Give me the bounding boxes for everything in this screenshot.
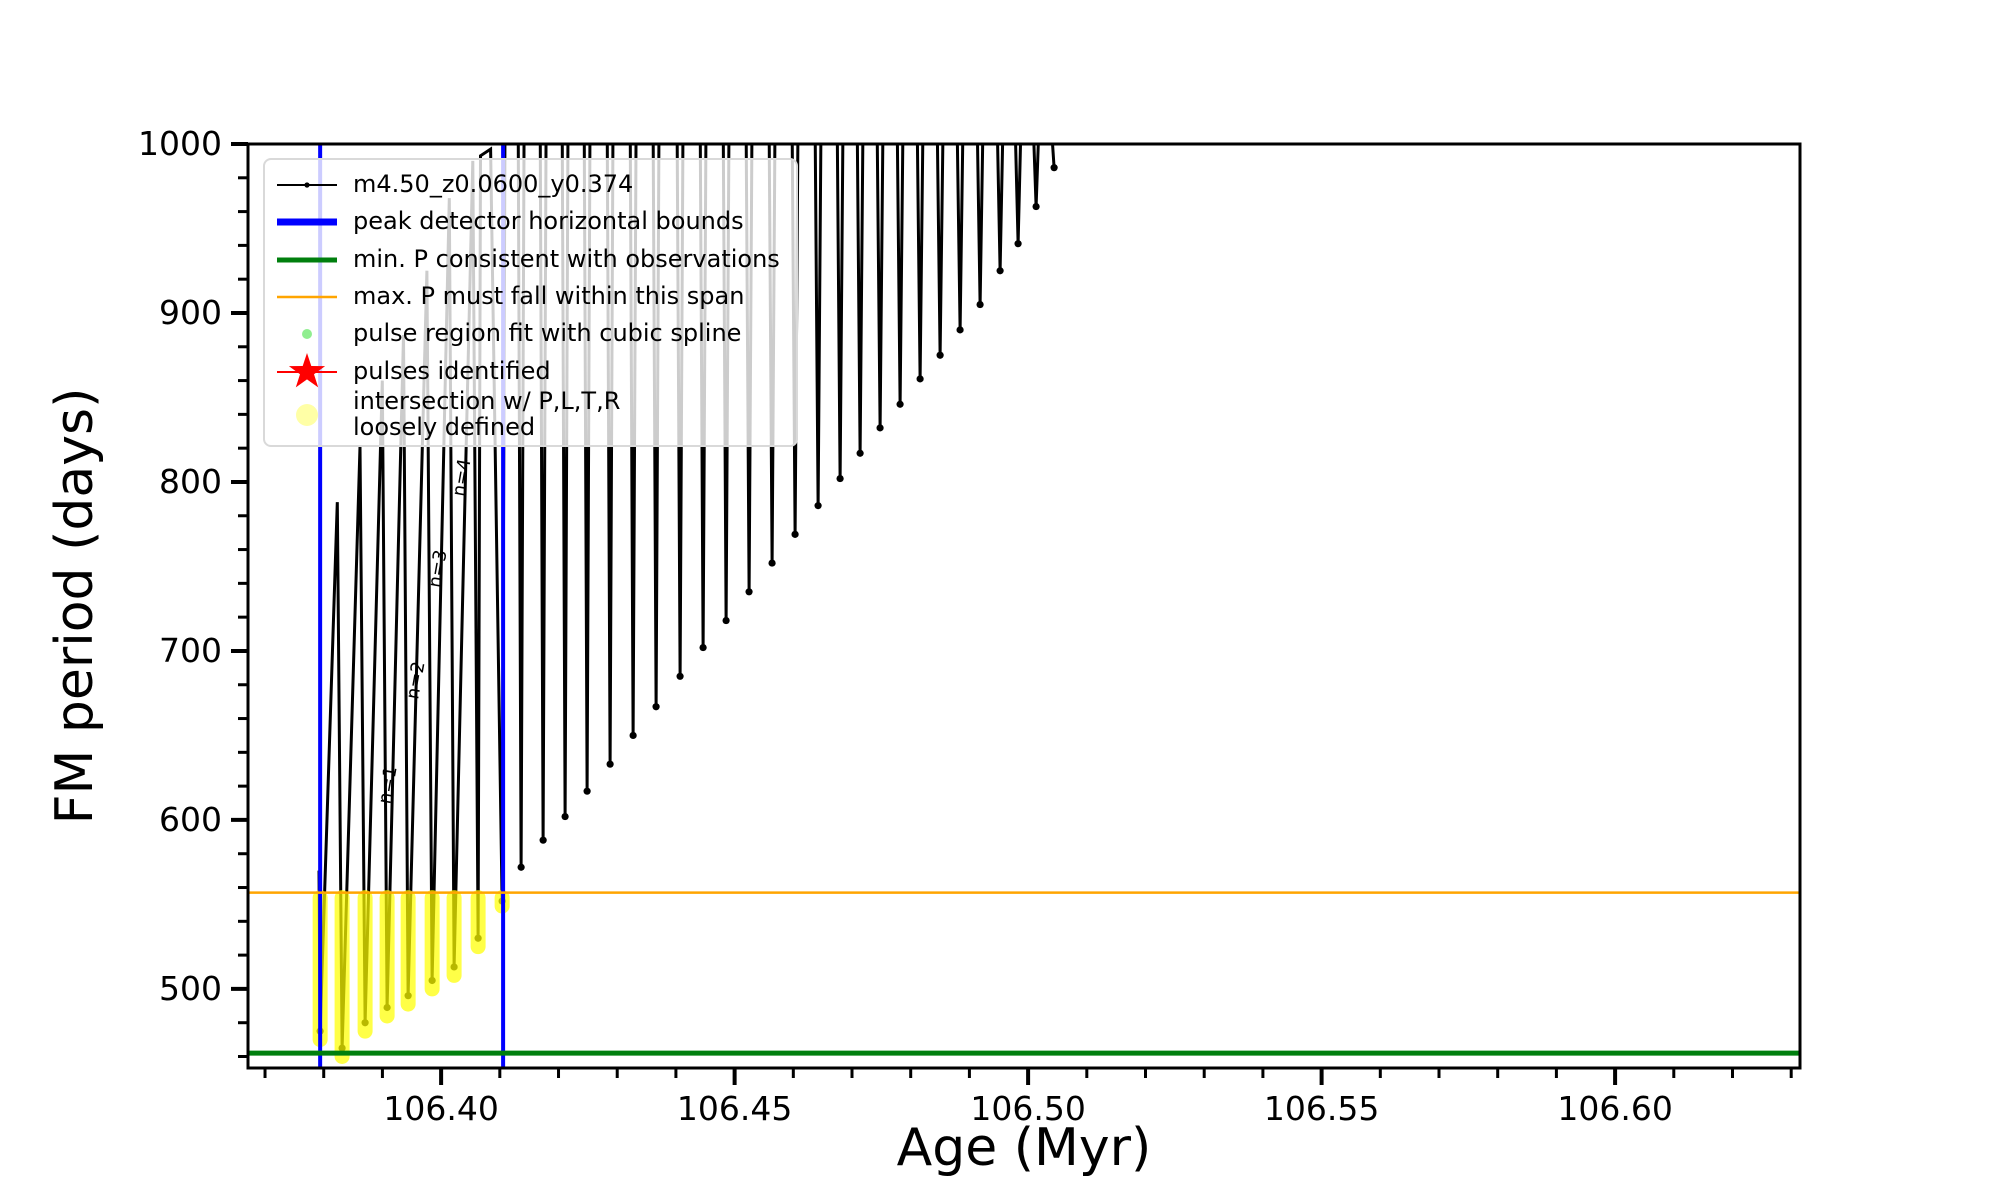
- red-star-sample-icon: [277, 352, 337, 388]
- legend-item-intersection: intersection w/ P,L,T,R loosely defined: [275, 386, 786, 441]
- x-axis-label: Age (Myr): [896, 1118, 1152, 1178]
- legend-label: pulses identified: [353, 356, 551, 385]
- legend-item-max-p: max. P must fall within this span: [275, 278, 786, 315]
- intersection-markers: [312, 890, 510, 1065]
- green-dot-sample-icon: [302, 329, 312, 340]
- pulse-number-annotations: n=1n=2n=3n=4: [374, 457, 475, 806]
- legend-label: min. P consistent with observations: [353, 244, 780, 273]
- legend-label: m4.50_z0.0600_y0.374: [353, 169, 634, 198]
- legend-label: intersection w/ P,L,T,R loosely defined: [353, 386, 621, 441]
- x-tick-label: 106.40: [383, 1089, 498, 1128]
- x-tick-label: 106.55: [1264, 1089, 1379, 1128]
- plot-spines: [246, 142, 1802, 1070]
- track-line-sample-icon: [277, 182, 337, 188]
- y-tick-label: 800: [159, 462, 222, 501]
- y-tick-label: 1000: [138, 124, 222, 163]
- orange-line-sample-icon: [277, 295, 337, 299]
- axis-ticks: [231, 142, 1793, 1085]
- legend-label: pulse region fit with cubic spline: [353, 319, 742, 348]
- y-tick-label: 600: [159, 800, 222, 839]
- annotation-text: n=1: [374, 765, 401, 806]
- y-tick-label: 700: [159, 631, 222, 670]
- legend-item-track: m4.50_z0.0600_y0.374: [275, 166, 786, 203]
- green-line-sample-icon: [277, 257, 337, 263]
- y-axis-label: FM period (days): [45, 387, 105, 825]
- x-tick-label: 106.50: [970, 1089, 1085, 1128]
- legend-item-peak-bounds: peak detector horizontal bounds: [275, 203, 786, 240]
- x-tick-label: 106.60: [1557, 1089, 1672, 1128]
- blue-line-sample-icon: [277, 218, 337, 226]
- legend-label: max. P must fall within this span: [353, 282, 745, 311]
- x-tick-label: 106.45: [677, 1089, 792, 1128]
- y-tick-label: 500: [159, 969, 222, 1008]
- yellow-dot-sample-icon: [296, 403, 318, 426]
- legend-box: m4.50_z0.0600_y0.374 peak detector horiz…: [263, 158, 798, 447]
- legend-item-min-p: min. P consistent with observations: [275, 241, 786, 278]
- legend-item-pulses: pulses identified: [275, 352, 786, 390]
- y-tick-label: 900: [159, 293, 222, 332]
- tick-labels: 106.40 106.45 106.50 106.55 106.60 500 600 700 8…: [138, 124, 1673, 1128]
- legend-item-pulse-region: pulse region fit with cubic spline: [275, 316, 786, 353]
- legend-label: peak detector horizontal bounds: [353, 207, 744, 236]
